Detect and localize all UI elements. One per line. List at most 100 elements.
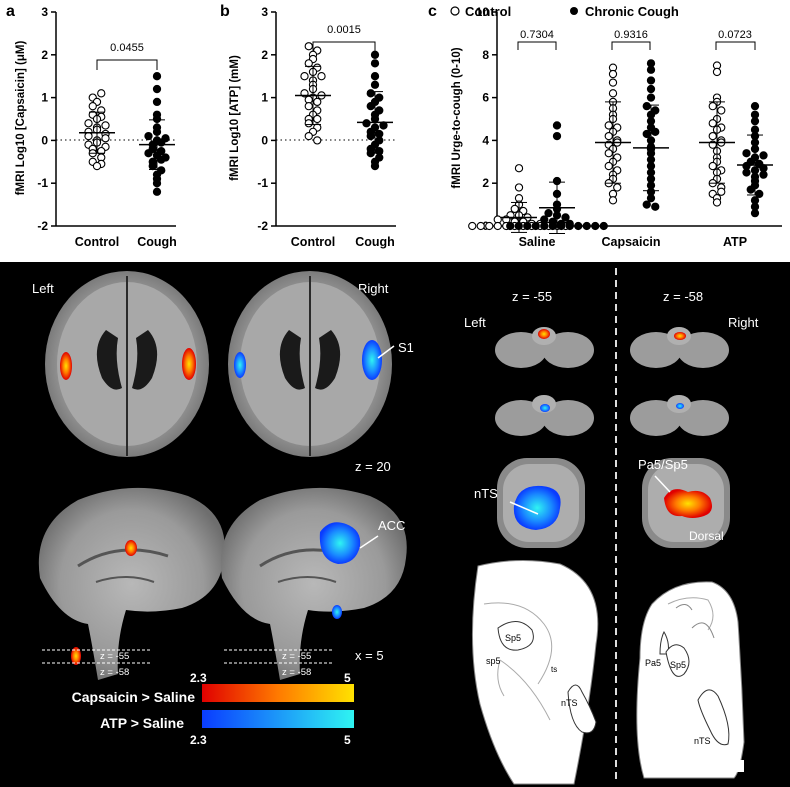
data-point	[97, 89, 106, 98]
label-left: Left	[32, 281, 54, 296]
data-point	[514, 183, 524, 192]
data-point	[362, 119, 371, 128]
ytick-label: -2	[257, 219, 268, 233]
data-point	[101, 134, 110, 143]
data-point	[152, 84, 162, 94]
data-point	[746, 185, 755, 194]
xtick-c-saline: Saline	[519, 235, 556, 249]
label-z55-section: z = -55	[512, 289, 552, 304]
brain-imaging-panel: Left Right S1 z = 20 z = -55 z = -58	[0, 262, 790, 787]
data-point	[604, 131, 613, 141]
data-point	[514, 221, 523, 231]
data-point	[708, 161, 717, 171]
data-point	[485, 221, 494, 231]
atlas-right-Sp5: Sp5	[670, 660, 686, 670]
ytick-label: -1	[37, 176, 48, 190]
pvalue-a: 0.0455	[110, 42, 144, 54]
data-point	[152, 179, 162, 188]
ytick-label: 6	[482, 91, 489, 105]
data-point	[300, 72, 309, 81]
data-point	[651, 202, 660, 211]
panel-letter-c: c	[428, 3, 437, 20]
legend-cough-label: Chronic Cough	[585, 4, 679, 19]
sig-bracket-c-atp	[715, 41, 756, 50]
data-point	[608, 78, 618, 87]
atlas-left-nTS: nTS	[561, 698, 578, 708]
legend-control-label: Control	[465, 4, 511, 19]
data-point	[604, 149, 613, 158]
data-point	[152, 72, 162, 81]
data-point	[608, 89, 618, 98]
ytick-label: 3	[41, 5, 48, 19]
pvalue-c-atp: 0.0723	[718, 29, 752, 41]
data-point	[750, 209, 760, 218]
ytick-label: 0	[41, 133, 48, 147]
label-nts: nTS	[474, 486, 498, 501]
ytick-label: 1	[261, 91, 268, 105]
colorbar-atp	[202, 710, 354, 728]
label-acc: ACC	[378, 518, 405, 533]
data-point	[144, 131, 153, 141]
sig-bracket-c-capsaicin	[611, 41, 651, 50]
data-point	[304, 42, 313, 51]
pvalue-c-capsaicin: 0.9316	[614, 29, 648, 41]
xtick-b-control: Control	[291, 235, 335, 249]
label-z55-left: z = -55	[100, 651, 129, 662]
data-point	[370, 72, 380, 81]
label-s1: S1	[398, 340, 414, 355]
pvalue-b: 0.0015	[327, 24, 361, 36]
data-point	[144, 149, 153, 158]
data-point	[548, 221, 557, 231]
data-point	[523, 221, 532, 231]
xtick-a-cough: Cough	[137, 235, 177, 249]
zoom-inset-pa5sp5	[642, 458, 730, 548]
data-point	[613, 183, 622, 192]
data-point	[366, 102, 375, 111]
atlas-right-Pa5: Pa5	[645, 658, 661, 668]
data-point	[313, 97, 322, 107]
activation-s1-right	[182, 348, 196, 380]
colorbar-atp-max: 5	[344, 733, 351, 747]
atlas-right-nTS: nTS	[694, 736, 711, 746]
colorbar-capsaicin-min: 2.3	[190, 671, 207, 685]
data-point	[651, 127, 660, 136]
xtick-c-capsaicin: Capsaicin	[601, 235, 660, 249]
label-z58-right: z = -58	[282, 667, 311, 678]
label-dorsal: Dorsal	[689, 529, 724, 543]
data-point	[582, 221, 591, 231]
data-point	[506, 221, 515, 231]
sig-bracket-c-saline	[517, 41, 557, 50]
label-left-section: Left	[464, 315, 486, 330]
data-point	[750, 102, 760, 111]
data-point	[157, 155, 166, 164]
label-z55-right: z = -55	[282, 651, 311, 662]
data-point	[152, 97, 162, 107]
ytick-label: 3	[261, 5, 268, 19]
colorbar-atp-label: ATP > Saline	[100, 715, 184, 731]
axial-brain-atp	[228, 271, 395, 457]
data-point	[510, 204, 519, 214]
label-right: Right	[358, 281, 389, 296]
data-point	[608, 69, 618, 79]
data-point	[604, 121, 613, 130]
data-point	[468, 221, 477, 231]
panel-c: c fMRI Urge-to-cough (0-10) 1086420 Cont…	[428, 3, 782, 249]
ytick-label: 2	[261, 48, 268, 62]
label-pa5sp5: Pa5/Sp5	[638, 457, 688, 472]
data-point	[493, 221, 502, 231]
data-point	[84, 131, 93, 141]
data-point	[759, 151, 768, 160]
data-point	[759, 170, 768, 179]
data-point	[742, 168, 751, 177]
panel-letter-b: b	[220, 3, 230, 20]
data-point	[717, 187, 726, 196]
activation-atp-right	[362, 340, 382, 380]
atlas-left-Sp5: Sp5	[505, 633, 521, 643]
data-point	[712, 67, 722, 77]
ylabel-b: fMRI Log10 [ATP] (mM)	[229, 55, 241, 181]
sagittal-brain-capsaicin	[38, 487, 225, 680]
panel-a: a fMRI Log10 [Capsaicin] (μM) 3 2 1 0 -1 -2 0…	[6, 3, 177, 249]
data-point	[708, 119, 717, 128]
atlas-right	[636, 581, 745, 779]
